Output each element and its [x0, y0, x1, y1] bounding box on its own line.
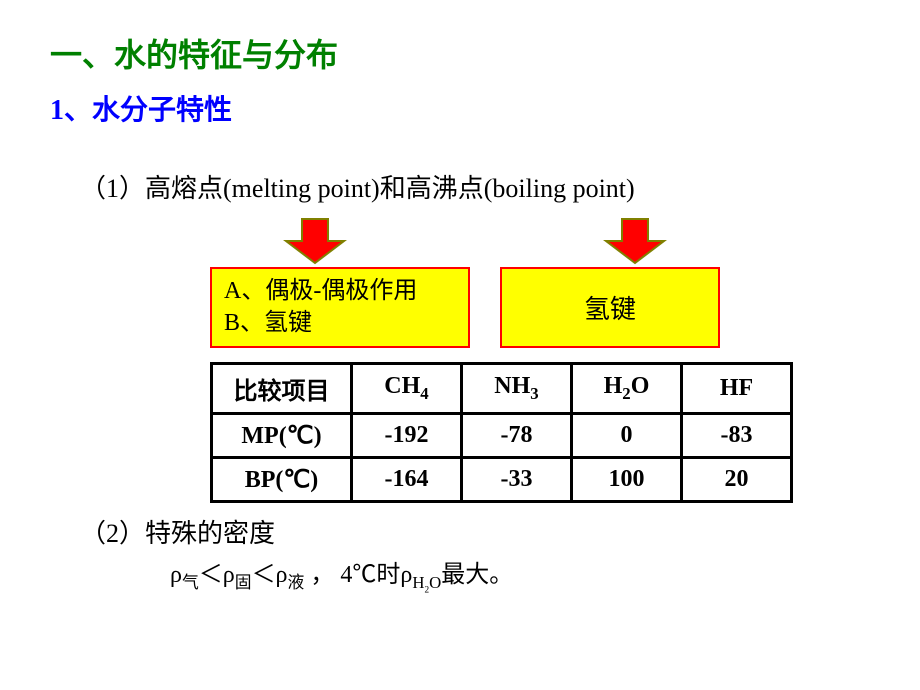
item-1-part3: 和高沸点 [380, 174, 484, 203]
table-cell: -83 [682, 413, 792, 457]
table-header-cell: NH3 [462, 363, 572, 413]
formula-end: 最大。 [441, 562, 513, 588]
formula-mid: ， 4℃时ρ [304, 562, 412, 588]
box1-line-b: B、氢键 [224, 307, 456, 339]
table-cell: 20 [682, 457, 792, 501]
table-cell: -78 [462, 413, 572, 457]
table-row: 比较项目 CH4 NH3 H2O HF [212, 363, 792, 413]
table-cell: 100 [572, 457, 682, 501]
table-cell: -33 [462, 457, 572, 501]
yellow-box-left: A、偶极-偶极作用 B、氢键 [210, 267, 470, 348]
item-2: （2）特殊的密度 [80, 513, 870, 550]
box2-text: 氢键 [584, 289, 636, 326]
subsection-heading: 1、水分子特性 [50, 88, 870, 128]
box1-line-a: A、偶极-偶极作用 [224, 275, 456, 307]
table-header-cell: HF [682, 363, 792, 413]
arrows-row [220, 215, 870, 267]
lt-rho-solid: ＜ρ固 [199, 562, 252, 588]
comparison-table: 比较项目 CH4 NH3 H2O HF MP(℃) -192 -78 0 -83… [210, 362, 793, 503]
arrow-down-icon [600, 215, 670, 267]
arrow-down-icon [280, 215, 350, 267]
table-row: BP(℃) -164 -33 100 20 [212, 457, 792, 501]
yellow-box-right: 氢键 [500, 267, 720, 348]
yellow-boxes-row: A、偶极-偶极作用 B、氢键 氢键 [210, 267, 870, 348]
table-row: MP(℃) -192 -78 0 -83 [212, 413, 792, 457]
table-header-cell: H2O [572, 363, 682, 413]
section-heading: 一、水的特征与分布 [50, 30, 870, 76]
down-arrow-left [280, 215, 350, 267]
item-1: （1）高熔点(melting point)和高沸点(boiling point) [80, 168, 870, 205]
item-1-part4: (boiling point) [484, 174, 635, 203]
lt-rho-liquid: ＜ρ液 [252, 562, 305, 588]
table-cell: -192 [352, 413, 462, 457]
table-cell: -164 [352, 457, 462, 501]
item-1-part1: （1）高熔点 [80, 174, 223, 203]
rho-h2o-sub: H2O [412, 573, 441, 592]
density-formula: ρ气＜ρ固＜ρ液 ， 4℃时ρH2O最大。 [170, 554, 870, 594]
table-cell: 0 [572, 413, 682, 457]
table-cell: MP(℃) [212, 413, 352, 457]
table-header-cell: CH4 [352, 363, 462, 413]
down-arrow-right [600, 215, 670, 267]
rho-gas: ρ气 [170, 562, 199, 588]
table-cell: BP(℃) [212, 457, 352, 501]
item-1-part2: (melting point) [223, 174, 380, 203]
table-header-cell: 比较项目 [212, 363, 352, 413]
